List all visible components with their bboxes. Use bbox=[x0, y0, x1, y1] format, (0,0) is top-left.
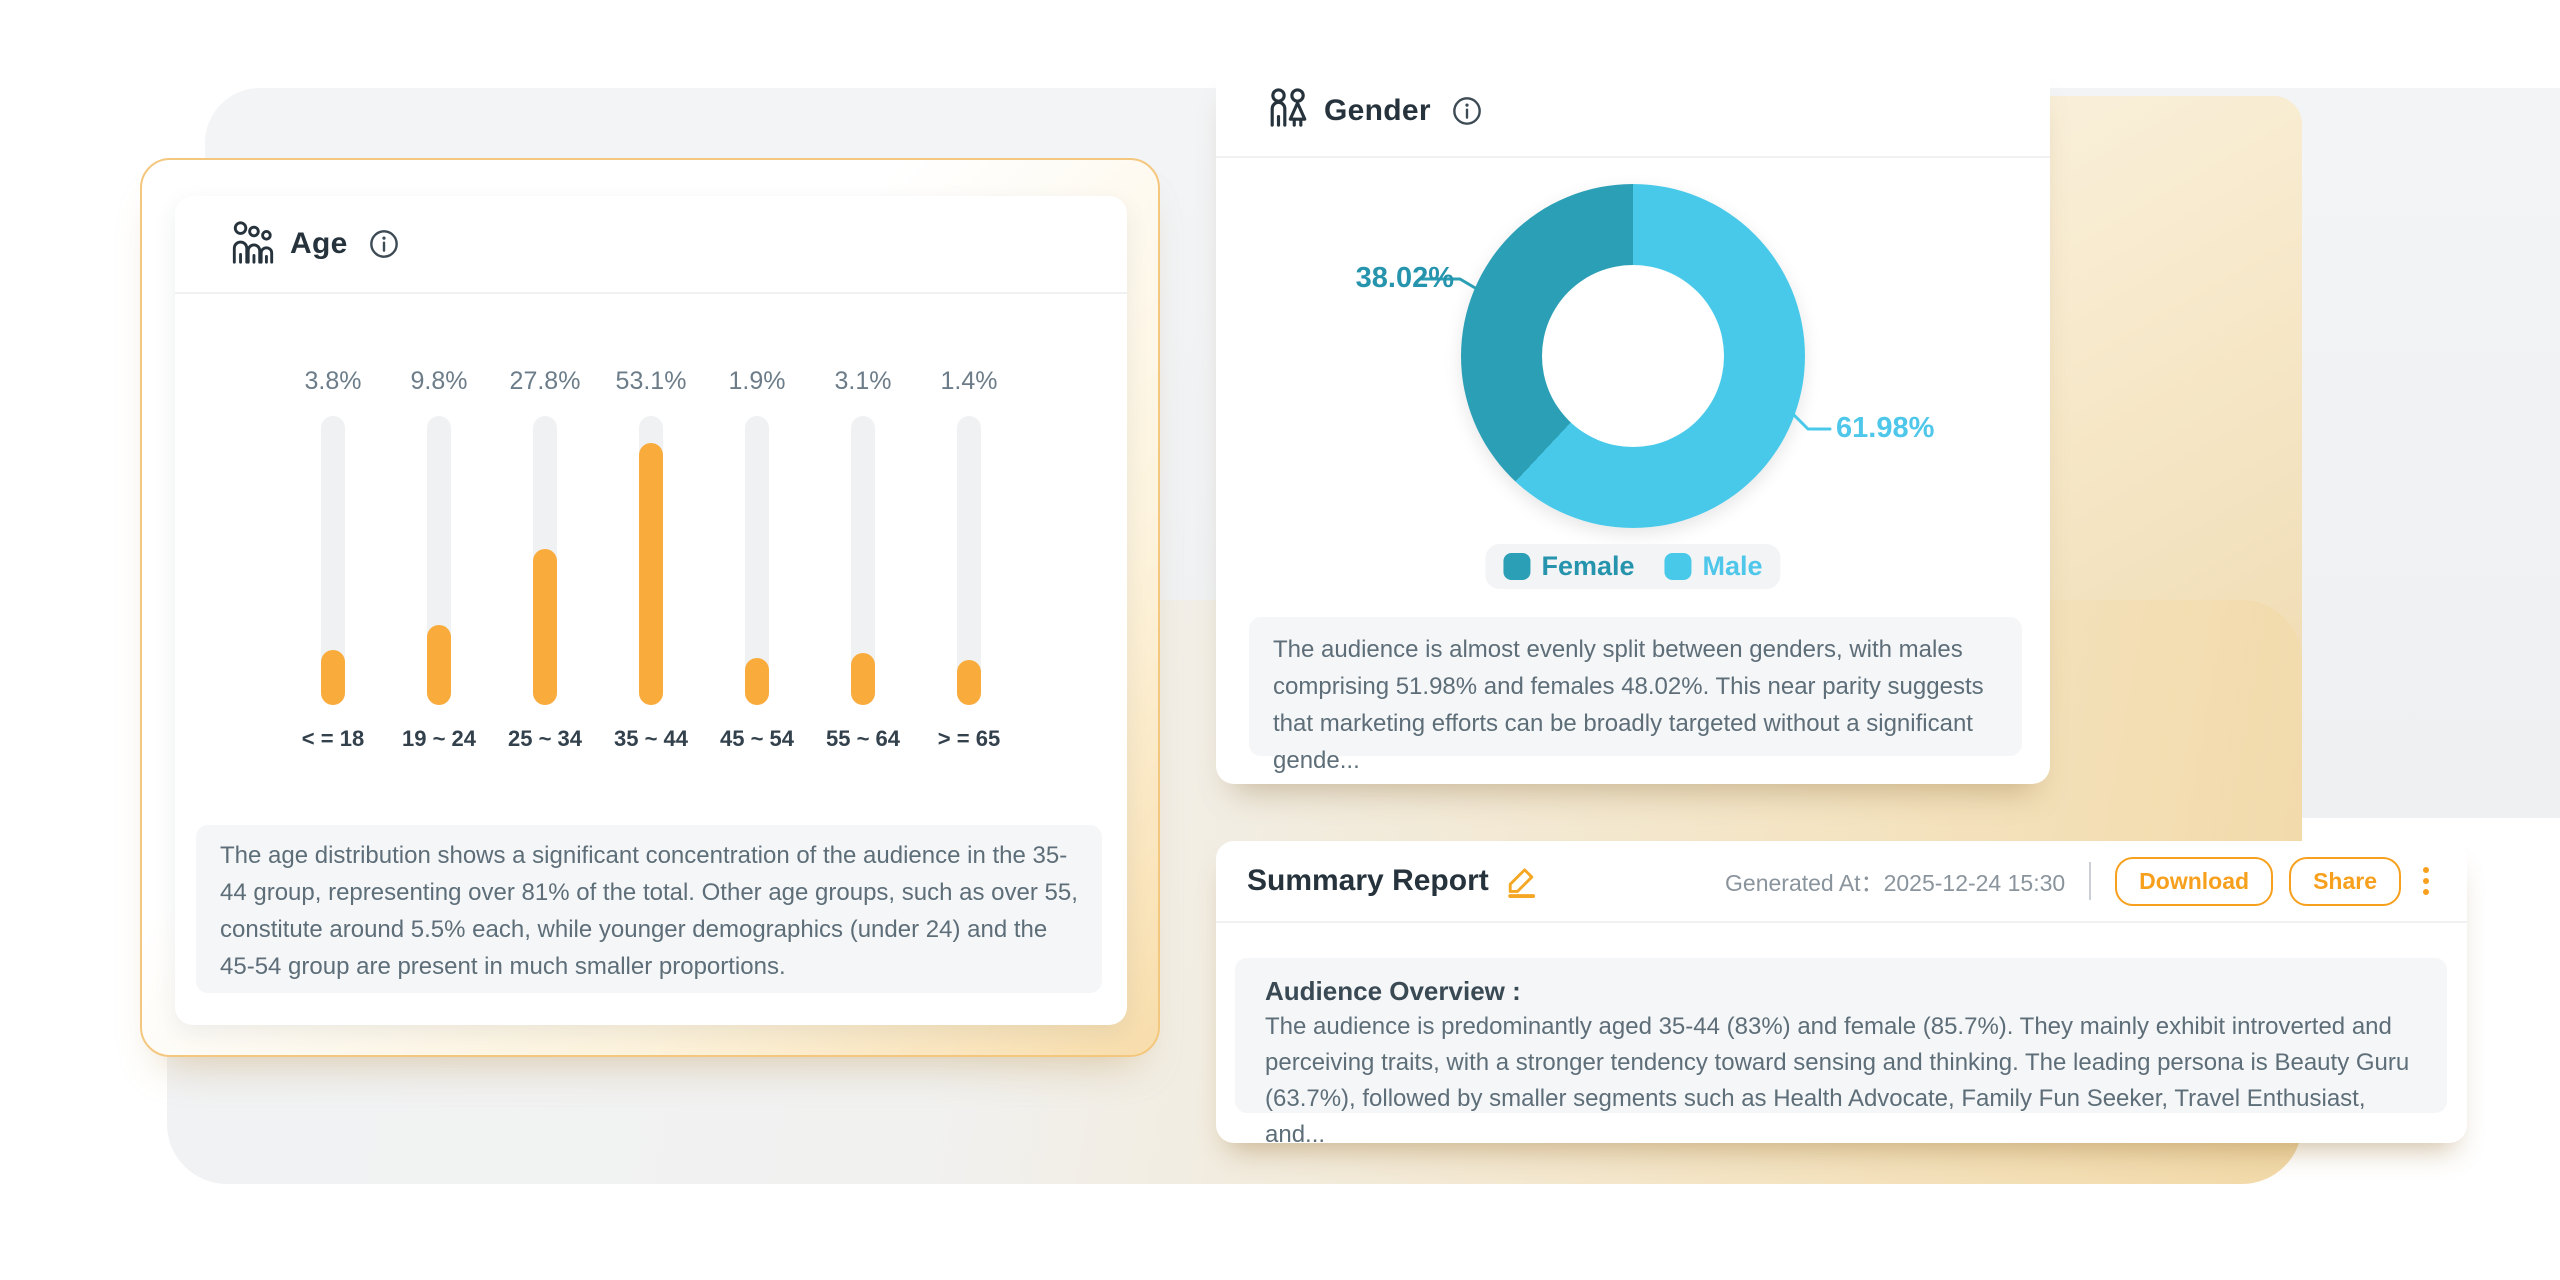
age-bar-chart: 3.8% < = 18 9.8% 19 ~ 24 27.8% 25 ~ 34 53.1% 35… bbox=[280, 366, 1022, 752]
gender-card-header: Gender bbox=[1216, 65, 2050, 158]
age-card: Age 3.8% < = 18 9.8% 19 ~ 24 27.8% 25 ~ 34 53.… bbox=[175, 196, 1127, 1025]
generated-at-text: Generated At：2025-12-24 15:30 bbox=[1725, 870, 2066, 896]
bar-track bbox=[639, 416, 663, 705]
male-slice-label: 61.98% bbox=[1836, 412, 1935, 444]
bar-fill bbox=[427, 625, 451, 705]
bar-category-label: 19 ~ 24 bbox=[401, 726, 476, 751]
age-description: The age distribution shows a significant… bbox=[196, 825, 1102, 993]
age-bar-25 ~ 34: 27.8% 25 ~ 34 bbox=[492, 366, 598, 752]
share-button[interactable]: Share bbox=[2289, 856, 2401, 906]
header-divider bbox=[2089, 862, 2092, 900]
age-bar-> = 65: 1.4% > = 65 bbox=[916, 366, 1022, 752]
kebab-menu-icon[interactable] bbox=[2423, 867, 2429, 895]
bar-category-label: < = 18 bbox=[301, 726, 365, 751]
bar-category-label: 35 ~ 44 bbox=[613, 726, 688, 751]
bar-track bbox=[957, 416, 981, 705]
bar-track bbox=[745, 416, 769, 705]
bar-value-label: 1.4% bbox=[940, 367, 998, 395]
male-female-icon bbox=[1268, 85, 1310, 136]
bar-category-label: > = 65 bbox=[937, 726, 1001, 751]
info-icon[interactable] bbox=[1451, 95, 1483, 127]
gender-card-title: Gender bbox=[1324, 93, 1431, 127]
bar-track bbox=[427, 416, 451, 705]
bar-value-label: 9.8% bbox=[410, 367, 468, 395]
gender-description: The audience is almost evenly split betw… bbox=[1249, 617, 2022, 774]
gender-donut-chart: 38.02% 61.98% Female Male bbox=[1216, 158, 2050, 617]
bar-value-label: 27.8% bbox=[509, 367, 581, 395]
bar-fill bbox=[533, 549, 557, 705]
bar-track bbox=[321, 416, 345, 705]
bar-value-label: 1.9% bbox=[728, 367, 786, 395]
legend-item-female[interactable]: Female bbox=[1503, 551, 1635, 582]
age-bar-55 ~ 64: 3.1% 55 ~ 64 bbox=[810, 366, 916, 752]
bar-value-label: 3.8% bbox=[304, 367, 362, 395]
gender-card: Gender 38.02% 61.98% Female Male bbox=[1216, 65, 2050, 784]
bar-fill bbox=[957, 660, 981, 705]
age-card-title: Age bbox=[290, 227, 348, 260]
summary-body-text: The audience is predominantly aged 35-44… bbox=[1265, 1013, 2410, 1148]
bar-value-label: 53.1% bbox=[615, 367, 687, 395]
bar-track bbox=[851, 416, 875, 705]
bar-fill bbox=[639, 443, 663, 705]
gender-legend: Female Male bbox=[1485, 544, 1781, 589]
donut-callout-lines bbox=[1420, 277, 1832, 431]
download-button[interactable]: Download bbox=[2115, 856, 2274, 906]
bar-category-label: 55 ~ 64 bbox=[825, 726, 900, 751]
bar-fill bbox=[851, 653, 875, 705]
female-slice-label: 38.02% bbox=[1355, 262, 1454, 294]
bar-fill bbox=[321, 650, 345, 705]
donut-hole bbox=[1542, 265, 1724, 447]
edit-pencil-icon[interactable] bbox=[1505, 864, 1539, 898]
bar-track bbox=[533, 416, 557, 705]
summary-body: Audience Overview : The audience is pred… bbox=[1235, 958, 2447, 1148]
summary-body-title: Audience Overview : bbox=[1265, 976, 1521, 1006]
female-swatch bbox=[1503, 553, 1531, 580]
summary-title: Summary Report bbox=[1247, 864, 1489, 897]
age-bar-19 ~ 24: 9.8% 19 ~ 24 bbox=[386, 366, 492, 752]
age-bar-< = 18: 3.8% < = 18 bbox=[280, 366, 386, 752]
bar-fill bbox=[745, 658, 769, 705]
bar-category-label: 45 ~ 54 bbox=[719, 726, 794, 751]
age-bar-35 ~ 44: 53.1% 35 ~ 44 bbox=[598, 366, 704, 752]
summary-header: Summary Report Generated At：2025-12-24 1… bbox=[1216, 841, 2467, 923]
bar-value-label: 3.1% bbox=[834, 367, 892, 395]
people-group-icon bbox=[230, 218, 276, 271]
male-swatch bbox=[1664, 553, 1692, 580]
info-icon[interactable] bbox=[368, 228, 400, 260]
age-card-header: Age bbox=[175, 196, 1127, 294]
summary-report-card: Summary Report Generated At：2025-12-24 1… bbox=[1216, 841, 2467, 1148]
bar-category-label: 25 ~ 34 bbox=[507, 726, 582, 751]
age-bar-45 ~ 54: 1.9% 45 ~ 54 bbox=[704, 366, 810, 752]
legend-item-male[interactable]: Male bbox=[1664, 551, 1763, 582]
